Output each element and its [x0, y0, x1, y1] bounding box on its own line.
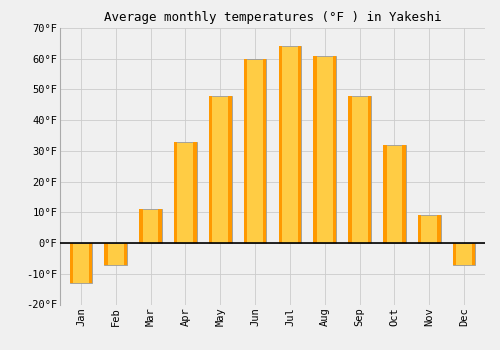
Bar: [104, 243, 127, 265]
Bar: [453, 243, 456, 265]
Bar: [418, 215, 440, 243]
Bar: [244, 59, 247, 243]
Bar: [298, 47, 301, 243]
Bar: [383, 145, 386, 243]
Bar: [244, 59, 266, 243]
Bar: [174, 142, 197, 243]
Bar: [314, 56, 336, 243]
Bar: [194, 142, 196, 243]
Bar: [418, 215, 422, 243]
Bar: [174, 142, 178, 243]
Bar: [437, 215, 440, 243]
Bar: [104, 243, 108, 265]
Bar: [472, 243, 476, 265]
Bar: [402, 145, 406, 243]
Bar: [124, 243, 127, 265]
Bar: [314, 56, 317, 243]
Bar: [209, 96, 232, 243]
Title: Average monthly temperatures (°F ) in Yakeshi: Average monthly temperatures (°F ) in Ya…: [104, 11, 442, 24]
Bar: [348, 96, 352, 243]
Bar: [332, 56, 336, 243]
Bar: [70, 243, 92, 283]
Bar: [453, 243, 475, 265]
Bar: [140, 209, 162, 243]
Bar: [368, 96, 371, 243]
Bar: [89, 243, 92, 283]
Bar: [70, 243, 73, 283]
Bar: [209, 96, 212, 243]
Bar: [140, 209, 142, 243]
Bar: [348, 96, 371, 243]
Bar: [278, 47, 301, 243]
Bar: [158, 209, 162, 243]
Bar: [228, 96, 232, 243]
Bar: [263, 59, 266, 243]
Bar: [383, 145, 406, 243]
Bar: [278, 47, 282, 243]
